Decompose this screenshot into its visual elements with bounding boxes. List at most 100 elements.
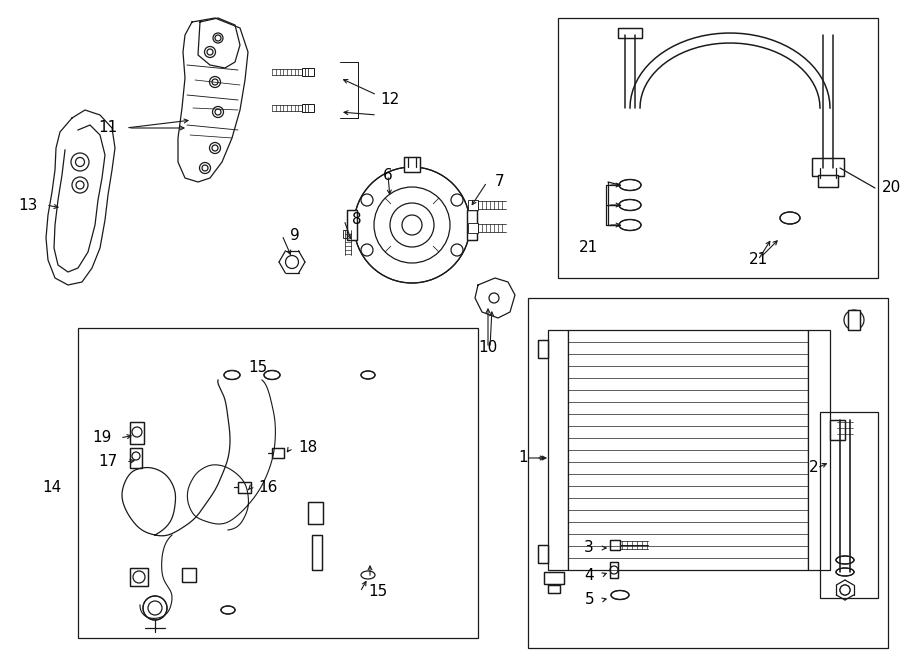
- Bar: [544, 572, 564, 584]
- Bar: [347, 210, 357, 240]
- Polygon shape: [797, 58, 810, 69]
- Bar: [812, 158, 844, 176]
- Bar: [343, 230, 353, 238]
- Polygon shape: [813, 79, 825, 87]
- Bar: [618, 28, 642, 38]
- Polygon shape: [633, 84, 644, 93]
- Circle shape: [361, 194, 373, 206]
- Bar: [302, 104, 314, 112]
- Bar: [812, 158, 844, 176]
- Bar: [610, 562, 618, 578]
- Bar: [544, 572, 564, 584]
- Bar: [830, 420, 845, 440]
- Ellipse shape: [361, 571, 375, 579]
- Ellipse shape: [264, 371, 280, 379]
- Text: 4: 4: [584, 568, 594, 582]
- Bar: [818, 175, 838, 187]
- Bar: [78, 328, 478, 638]
- Bar: [130, 422, 144, 444]
- Polygon shape: [741, 34, 750, 44]
- Text: 20: 20: [882, 180, 900, 196]
- Polygon shape: [631, 90, 643, 98]
- Text: 10: 10: [479, 340, 498, 356]
- Bar: [818, 175, 838, 187]
- Bar: [272, 448, 284, 458]
- Text: 15: 15: [368, 584, 387, 600]
- Polygon shape: [787, 50, 799, 61]
- Bar: [568, 330, 808, 570]
- Circle shape: [840, 585, 850, 595]
- Circle shape: [361, 244, 373, 256]
- Ellipse shape: [836, 556, 854, 564]
- Bar: [808, 330, 830, 570]
- Polygon shape: [635, 79, 647, 87]
- Circle shape: [143, 596, 167, 620]
- Polygon shape: [655, 54, 668, 65]
- Polygon shape: [806, 68, 818, 78]
- Circle shape: [72, 177, 88, 193]
- Polygon shape: [820, 102, 830, 108]
- Polygon shape: [642, 68, 654, 78]
- Bar: [468, 200, 478, 210]
- Polygon shape: [748, 34, 758, 46]
- Polygon shape: [802, 63, 814, 73]
- Polygon shape: [718, 33, 726, 44]
- Text: 7: 7: [495, 175, 505, 190]
- Bar: [302, 68, 314, 76]
- Polygon shape: [815, 84, 827, 93]
- Polygon shape: [645, 63, 658, 73]
- Polygon shape: [702, 34, 712, 46]
- Polygon shape: [769, 40, 780, 52]
- Polygon shape: [762, 38, 773, 50]
- Circle shape: [354, 167, 470, 283]
- Bar: [308, 502, 323, 524]
- Bar: [130, 568, 148, 586]
- Text: 2: 2: [808, 461, 818, 475]
- Polygon shape: [667, 46, 679, 58]
- Bar: [848, 310, 860, 330]
- Bar: [558, 18, 878, 278]
- Ellipse shape: [836, 568, 854, 576]
- Bar: [404, 157, 420, 172]
- Polygon shape: [792, 54, 805, 65]
- Polygon shape: [630, 96, 641, 102]
- Polygon shape: [680, 40, 691, 52]
- Text: 13: 13: [19, 198, 38, 212]
- Bar: [820, 412, 878, 598]
- Bar: [272, 448, 284, 458]
- Bar: [130, 422, 144, 444]
- Polygon shape: [819, 96, 830, 102]
- Polygon shape: [695, 36, 705, 47]
- Polygon shape: [638, 73, 651, 83]
- Ellipse shape: [619, 200, 641, 210]
- Circle shape: [213, 33, 223, 43]
- Text: 15: 15: [248, 360, 267, 375]
- Polygon shape: [726, 33, 734, 43]
- Text: 17: 17: [99, 455, 118, 469]
- Bar: [130, 448, 142, 468]
- Ellipse shape: [619, 180, 641, 190]
- Circle shape: [71, 153, 89, 171]
- Bar: [548, 585, 560, 593]
- Text: 8: 8: [352, 212, 362, 227]
- Bar: [347, 210, 357, 240]
- Bar: [182, 568, 196, 582]
- Circle shape: [451, 244, 463, 256]
- Bar: [404, 157, 420, 172]
- Text: 3: 3: [584, 541, 594, 555]
- Ellipse shape: [780, 212, 800, 224]
- Circle shape: [210, 77, 220, 87]
- Polygon shape: [687, 38, 698, 50]
- Text: 11: 11: [99, 120, 118, 136]
- Text: 6: 6: [383, 167, 393, 182]
- Bar: [538, 545, 548, 563]
- Polygon shape: [710, 34, 719, 44]
- Polygon shape: [810, 73, 822, 83]
- Polygon shape: [817, 90, 829, 98]
- Bar: [468, 223, 478, 233]
- Text: 21: 21: [749, 253, 768, 268]
- Text: 12: 12: [380, 93, 400, 108]
- Polygon shape: [775, 43, 787, 54]
- Bar: [182, 568, 196, 582]
- Bar: [238, 482, 251, 493]
